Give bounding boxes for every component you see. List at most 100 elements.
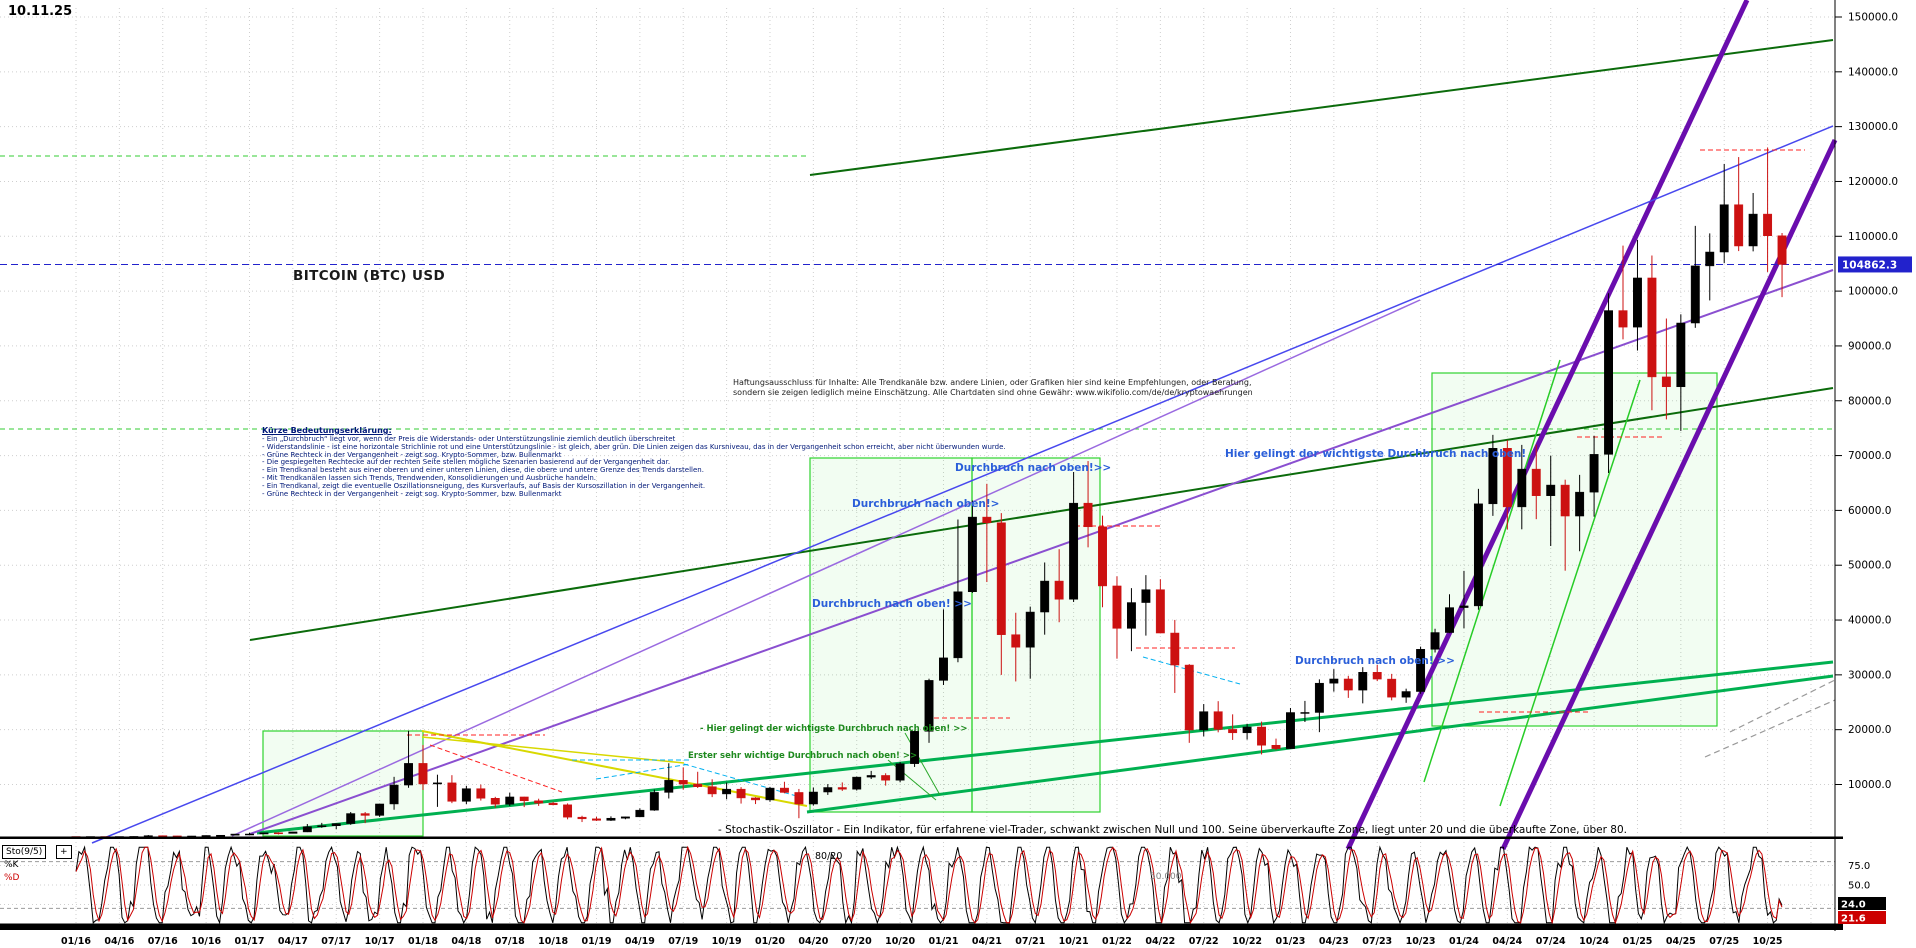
candle-body: [259, 832, 269, 835]
trend-line: [429, 744, 563, 793]
trend-line: [1423, 359, 1561, 783]
trend-line: [91, 125, 1834, 844]
candle-body: [143, 835, 153, 837]
x-axis-label: 07/19: [668, 936, 698, 947]
candle-body: [317, 825, 327, 827]
x-axis-label: 04/20: [798, 936, 828, 947]
candle-body: [779, 787, 789, 793]
candle-body: [490, 798, 500, 805]
candle-body: [1647, 277, 1657, 378]
candle-body: [1502, 448, 1512, 508]
price-tick-label: 120000.0: [1848, 176, 1898, 188]
x-axis-label: 01/22: [1102, 936, 1132, 947]
x-axis-label: 10/19: [712, 936, 742, 947]
x-axis-label: 04/17: [278, 936, 308, 947]
candle-body: [1271, 744, 1281, 749]
candle-body: [1069, 502, 1079, 600]
grid-layer: [0, 8, 1835, 924]
candle-body: [1329, 678, 1339, 684]
candle-body: [649, 792, 659, 811]
candle-body: [592, 818, 601, 821]
price-tick-label: 50000.0: [1848, 560, 1891, 572]
candle-body: [331, 823, 341, 826]
candle-body: [910, 731, 920, 764]
candle-body: [1025, 611, 1035, 648]
candle-body: [1633, 277, 1642, 328]
oscillator-baseline: [0, 923, 1843, 930]
candle-body: [1473, 503, 1483, 607]
candle-body: [808, 791, 818, 805]
x-axis-label: 04/21: [972, 936, 1002, 947]
x-axis-label: 01/16: [61, 936, 91, 947]
k-value-badge: [1838, 897, 1886, 910]
bull-market-rect: [809, 457, 973, 813]
candle-body: [1517, 468, 1527, 508]
trend-line: [256, 660, 1834, 835]
trend-line: [249, 387, 1834, 641]
price-tick-label: 60000.0: [1848, 505, 1891, 517]
candle-body: [1199, 711, 1209, 731]
x-axis-label: 04/24: [1492, 936, 1522, 947]
candle-body: [1546, 484, 1556, 496]
candle-body: [563, 804, 573, 818]
candle-body: [1286, 712, 1295, 749]
candle-body: [519, 796, 529, 802]
candle-body: [447, 782, 457, 802]
x-axis-label: 10/21: [1059, 936, 1089, 947]
candle-body: [1314, 682, 1324, 713]
percent-k-line: [75, 845, 1783, 925]
candle-body: [1126, 602, 1136, 629]
trend-line: [249, 269, 1834, 835]
candle-body: [1560, 484, 1570, 517]
indicator-add-button[interactable]: +: [56, 845, 72, 859]
candle-body: [866, 775, 876, 778]
candle-body: [389, 784, 399, 805]
candle-body: [1358, 672, 1368, 691]
candle-body: [1141, 589, 1151, 603]
bull-market-rects: [262, 372, 1718, 837]
trend-line: [1704, 699, 1836, 758]
candle-body: [823, 787, 833, 793]
x-axis-label: 07/17: [321, 936, 351, 947]
candle-body: [1387, 678, 1397, 698]
trend-line: [809, 39, 1834, 176]
candle-body: [288, 831, 298, 834]
candle-body: [201, 835, 211, 837]
price-tick-label: 130000.0: [1848, 121, 1898, 133]
k-value-text: 24.0: [1841, 900, 1866, 911]
candle-body: [534, 800, 544, 804]
candle-body: [765, 787, 775, 801]
x-axis-label: 07/20: [842, 936, 872, 947]
candle-body: [678, 780, 688, 785]
candle-body: [982, 516, 992, 523]
x-axis-label: 01/24: [1449, 936, 1479, 947]
candle-body: [1098, 526, 1107, 587]
candle-body: [736, 788, 746, 799]
candle-body: [1112, 585, 1122, 629]
candle-body: [1719, 204, 1729, 253]
candle-body: [924, 680, 934, 732]
x-axis-label: 10/24: [1579, 936, 1609, 947]
candle-body: [837, 787, 847, 790]
candle-body: [230, 833, 240, 836]
candle-body: [548, 802, 558, 806]
candle-body: [1011, 634, 1021, 648]
candle-body: [1676, 322, 1686, 388]
trend-line: [231, 299, 1421, 837]
candle-body: [1372, 672, 1382, 680]
candle-body: [881, 775, 891, 781]
candle-body: [1083, 502, 1093, 528]
candle-body: [1300, 712, 1310, 714]
candle-body: [1228, 729, 1238, 734]
x-axis-label: 07/18: [495, 936, 525, 947]
candle-body: [1748, 213, 1758, 247]
candle-body: [404, 763, 413, 786]
osc-tick-75: 75.0: [1848, 861, 1870, 872]
trend-line: [806, 674, 1834, 814]
candle-body: [693, 783, 703, 787]
candle-body: [1589, 454, 1599, 493]
percent-d-line: [75, 845, 1783, 925]
d-value-text: 21.6: [1841, 914, 1866, 925]
